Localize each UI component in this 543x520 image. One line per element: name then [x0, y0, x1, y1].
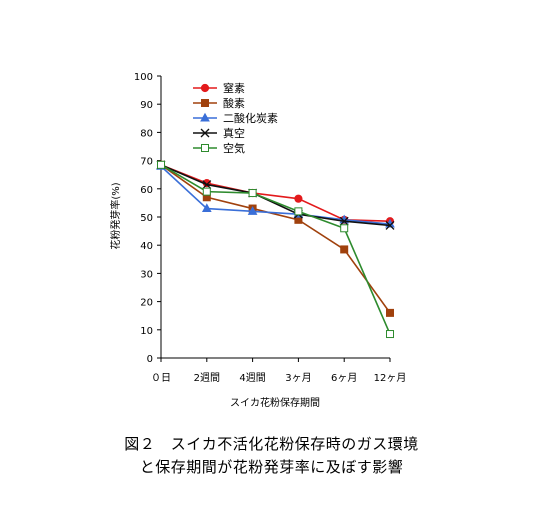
legend-marker: [200, 83, 210, 93]
data-point: [201, 203, 212, 213]
series-line: [160, 164, 391, 227]
legend-label: 二酸化炭素: [223, 111, 278, 125]
y-tick-label: 20: [140, 298, 153, 309]
series-1: [156, 160, 395, 226]
data-point: [385, 221, 395, 230]
y-axis-title: 花粉発芽率(%): [109, 182, 122, 249]
legend-item: 窒素: [193, 81, 245, 95]
data-point: [202, 187, 211, 196]
series-line: [160, 164, 391, 314]
series-3: [156, 161, 395, 228]
y-tick-label: 100: [134, 72, 153, 83]
x-tick-label: 6ヶ月: [331, 372, 357, 384]
data-point: [386, 330, 394, 339]
legend-marker: [200, 128, 210, 138]
legend-label: 空気: [223, 141, 245, 155]
x-axis-ticks: ０日 2週間 4週間 3ヶ月 6ヶ月 12ヶ月: [151, 358, 406, 384]
series-5: [157, 160, 394, 339]
data-point: [247, 206, 258, 215]
series-lines: [156, 160, 395, 339]
legend-item: 真空: [193, 126, 245, 140]
series-2: [157, 160, 394, 317]
data-point: [202, 180, 212, 190]
y-tick-label: 70: [140, 157, 153, 168]
legend-label: 酸素: [223, 96, 245, 110]
marker-stroke: [200, 128, 210, 138]
x-tick-label: ０日: [151, 373, 171, 384]
legend-marker: [201, 99, 209, 107]
legend-item: 酸素: [193, 96, 245, 110]
x-tick-label: 4週間: [239, 372, 265, 384]
series-line: [160, 165, 391, 225]
data-point: [294, 194, 303, 203]
marker-stroke: [339, 216, 349, 226]
data-point: [157, 160, 165, 169]
data-point: [386, 308, 394, 317]
legend-marker: [200, 112, 210, 122]
data-point: [339, 216, 349, 226]
y-tick-label: 30: [140, 269, 153, 280]
data-point: [340, 245, 349, 254]
marker-stroke: [385, 221, 395, 230]
line-chart: 0 10 20 30 40 50 60 70 80 90 100 ０日 2週間 4週間 3ヶ月 6ヶ月 12ヶ…: [109, 72, 406, 409]
x-tick-label: 2週間: [194, 372, 220, 384]
y-axis-ticks: 0 10 20 30 40 50 60 70 80 90 100: [134, 72, 161, 365]
legend-label: 窒素: [223, 81, 245, 95]
figure-caption-line-1: 図２ スイカ不活化花粉保存時のガス環境: [124, 435, 419, 453]
x-tick-label: 12ヶ月: [374, 372, 407, 384]
x-axis-title: スイカ花粉保存期間: [230, 396, 320, 409]
x-tick-label: 3ヶ月: [285, 372, 311, 384]
y-tick-label: 10: [140, 326, 153, 337]
marker-stroke: [202, 180, 212, 190]
y-tick-label: 40: [140, 241, 153, 252]
data-point: [248, 189, 257, 198]
y-tick-label: 0: [147, 354, 153, 365]
legend-label: 真空: [223, 126, 245, 140]
figure-caption-line-2: と保存期間が花粉発芽率に及ぼす影響: [139, 458, 404, 476]
y-tick-label: 50: [140, 213, 153, 224]
legend-item: 空気: [193, 141, 245, 155]
legend-item: 二酸化炭素: [193, 111, 278, 125]
y-tick-label: 60: [140, 185, 153, 196]
y-tick-label: 90: [140, 100, 153, 111]
data-point: [294, 207, 303, 216]
legend-marker: [201, 144, 209, 152]
series-line: [160, 164, 391, 335]
data-point: [340, 224, 349, 233]
y-tick-label: 80: [140, 128, 153, 139]
